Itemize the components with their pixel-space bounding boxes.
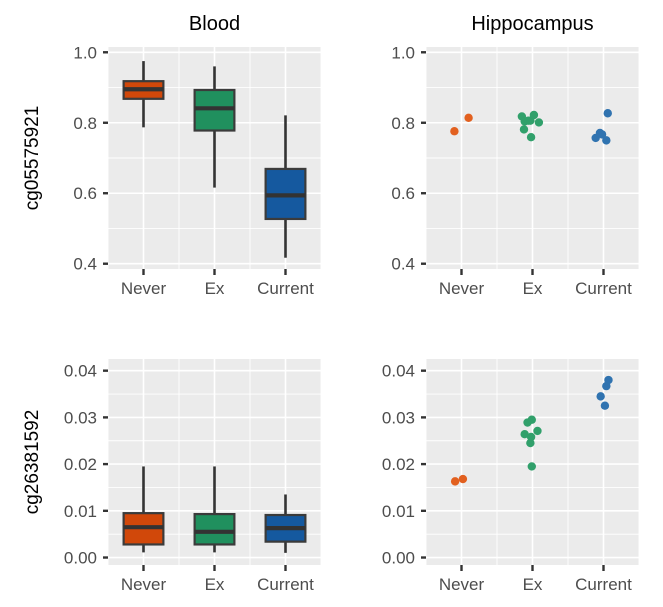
- data-point: [600, 401, 610, 410]
- y-tick-label: 0.01: [382, 502, 415, 521]
- scatter-series-never: [450, 113, 473, 136]
- panel-hippocampus-cg05575921: 0.4 0.6 0.8 1.0 Never Ex Current: [391, 43, 640, 298]
- panel-blood-cg26381592: 0.00 0.01 0.02 0.03 0.04 Never Ex Current: [64, 359, 322, 594]
- box: [193, 512, 236, 546]
- data-point: [534, 118, 544, 127]
- data-point: [596, 392, 605, 401]
- y-tick-label: 0.02: [382, 455, 415, 474]
- boxplot-current: [264, 115, 307, 258]
- x-tick-label-current: Current: [575, 279, 632, 298]
- x-tick-label-current: Current: [257, 575, 314, 594]
- y-tick-label: 0.02: [64, 455, 97, 474]
- x-tick-label-ex: Ex: [205, 575, 225, 594]
- scatter-series-never: [450, 474, 468, 486]
- y-tick-label: 0.03: [64, 408, 97, 427]
- scatter-series-current: [596, 375, 613, 410]
- data-point: [520, 430, 529, 439]
- data-point: [602, 381, 611, 391]
- data-point: [529, 110, 539, 120]
- data-point: [527, 462, 536, 471]
- data-point: [526, 133, 536, 142]
- boxplot-never: [122, 466, 165, 553]
- boxplot-never: [122, 61, 165, 128]
- y-tick-label: 0.8: [391, 114, 415, 133]
- x-tick-label-ex: Ex: [523, 279, 543, 298]
- panel-hippocampus-cg26381592: 0.00 0.01 0.02 0.03 0.04 Never Ex Current: [382, 359, 640, 594]
- y-tick-label: 0.4: [391, 255, 415, 274]
- x-tick-label-current: Current: [575, 575, 632, 594]
- x-tick-label-never: Never: [121, 575, 167, 594]
- data-point: [591, 133, 600, 143]
- x-tick-label-current: Current: [257, 279, 314, 298]
- y-tick-label: 0.04: [64, 362, 97, 381]
- x-tick-label-never: Never: [439, 279, 485, 298]
- scatter-series-current: [591, 109, 612, 145]
- data-point: [597, 130, 607, 139]
- x-tick-label-ex: Ex: [205, 279, 225, 298]
- x-tick-label-ex: Ex: [523, 575, 543, 594]
- y-tick-label: 0.03: [382, 408, 415, 427]
- boxplot-ex: [193, 466, 236, 553]
- data-point: [603, 109, 612, 118]
- boxplot-ex: [193, 66, 236, 188]
- y-axis-title-cg26381592: cg26381592: [22, 410, 43, 515]
- y-tick-label: 0.01: [64, 502, 97, 521]
- facet-title-hippocampus: Hippocampus: [471, 13, 593, 35]
- data-point: [526, 438, 535, 448]
- data-point: [533, 426, 542, 436]
- facet-title-blood: Blood: [189, 13, 240, 35]
- y-tick-label: 1.0: [391, 43, 415, 62]
- y-tick-label: 0.8: [73, 114, 97, 133]
- data-point: [464, 113, 473, 123]
- y-tick-label: 0.04: [382, 362, 415, 381]
- data-point: [526, 432, 536, 442]
- y-tick-label: 0.6: [73, 184, 97, 203]
- y-tick-label: 0.6: [391, 184, 415, 203]
- data-point: [450, 127, 459, 136]
- data-point: [602, 136, 611, 145]
- data-point: [450, 477, 460, 486]
- data-point: [519, 125, 529, 134]
- data-point: [527, 415, 536, 424]
- y-tick-label: 1.0: [73, 43, 97, 62]
- data-point: [458, 474, 468, 484]
- y-tick-label: 0.00: [64, 549, 97, 568]
- y-tick-label: 0.4: [73, 255, 97, 274]
- x-tick-label-never: Never: [121, 279, 167, 298]
- boxplot-current: [264, 494, 307, 553]
- y-axis-title-cg05575921: cg05575921: [22, 106, 43, 211]
- y-tick-label: 0.00: [382, 549, 415, 568]
- panel-blood-cg05575921: 0.4 0.6 0.8 1.0 Never Ex Current: [73, 43, 322, 298]
- x-tick-label-never: Never: [439, 575, 485, 594]
- scatter-series-ex: [520, 415, 542, 471]
- scatter-series-ex: [517, 110, 544, 142]
